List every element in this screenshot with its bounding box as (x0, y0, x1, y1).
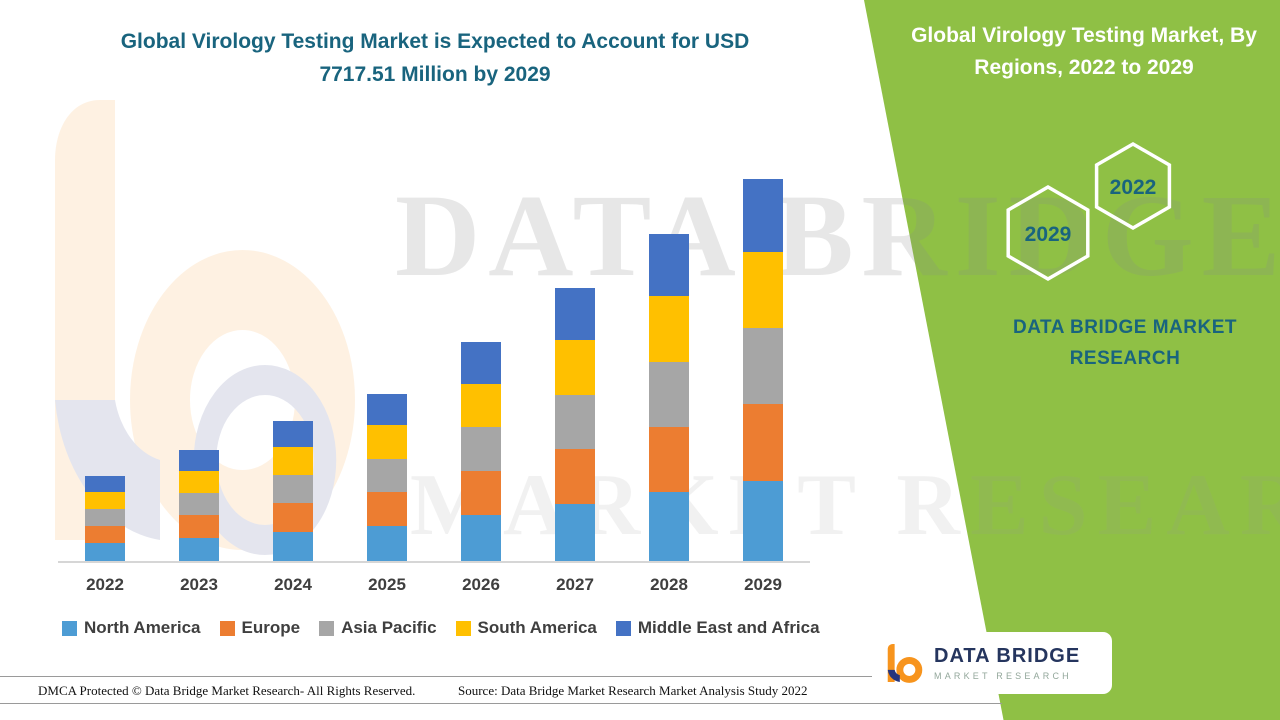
bar-segment-2025-europe (367, 492, 407, 526)
bar-segment-2028-middle-east-and-africa (649, 234, 689, 297)
x-axis-label-2023: 2023 (180, 575, 218, 594)
bar-segment-2029-north-america (743, 480, 783, 561)
right-panel-title: Global Virology Testing Market, By Regio… (911, 24, 1257, 79)
legend-label: Europe (241, 618, 301, 637)
chart-title: Global Virology Testing Market is Expect… (120, 30, 750, 86)
bar-segment-2027-north-america (555, 503, 595, 561)
footer-divider-bottom (0, 703, 1002, 704)
bar-segment-2023-middle-east-and-africa (179, 449, 219, 471)
bar-segment-2022-north-america (85, 543, 125, 561)
legend-swatch-icon (219, 620, 235, 636)
bar-segment-2023-south-america (179, 470, 219, 494)
x-axis-label-2025: 2025 (368, 575, 406, 594)
bar-segment-2029-middle-east-and-africa (743, 178, 783, 252)
bar-segment-2024-europe (273, 503, 313, 532)
x-axis-label-2022: 2022 (86, 575, 124, 594)
bar-segment-2025-middle-east-and-africa (367, 393, 407, 426)
legend-label: Asia Pacific (341, 618, 437, 637)
bar-segment-2026-north-america (461, 515, 501, 561)
bar-segment-2024-south-america (273, 447, 313, 476)
bar-segment-2025-north-america (367, 525, 407, 561)
bar-segment-2029-south-america (743, 251, 783, 328)
bar-2029 (716, 178, 810, 561)
bar-segment-2028-asia-pacific (649, 361, 689, 428)
x-axis-label-2027: 2027 (556, 575, 594, 594)
hexagon-2029-label: 2029 (1025, 223, 1072, 246)
data-bridge-logo-watermark-icon (55, 100, 355, 555)
logo-sub-text: MARKET RESEARCH (934, 671, 1072, 681)
bar-segment-2026-middle-east-and-africa (461, 342, 501, 384)
bar-segment-2025-south-america (367, 425, 407, 459)
bar-segment-2023-europe (179, 515, 219, 538)
bar-segment-2029-europe (743, 404, 783, 481)
legend-swatch-icon (319, 620, 335, 636)
data-bridge-logo-icon (887, 644, 923, 683)
footer-dmca-text: DMCA Protected © Data Bridge Market Rese… (38, 683, 416, 698)
bar-segment-2028-europe (649, 427, 689, 493)
bar-segment-2027-south-america (555, 339, 595, 395)
bar-segment-2022-europe (85, 526, 125, 544)
bar-2027 (528, 288, 622, 561)
bar-segment-2026-europe (461, 471, 501, 515)
x-axis-label-2028: 2028 (650, 575, 688, 594)
bar-2028 (622, 234, 716, 561)
bar-segment-2027-middle-east-and-africa (555, 288, 595, 340)
bar-2022 (58, 475, 152, 561)
hexagon-2029-icon (1006, 184, 1090, 282)
bar-segment-2027-europe (555, 449, 595, 504)
x-axis-label-2024: 2024 (274, 575, 312, 594)
x-axis-labels: 2022 2023 2024 2025 2026 2027 2028 2029 (58, 575, 810, 595)
bar-segment-2028-north-america (649, 492, 689, 561)
x-axis-label-2026: 2026 (462, 575, 500, 594)
bar-segment-2023-asia-pacific (179, 493, 219, 516)
legend: North America Europe Asia Pacific South Ame… (62, 618, 820, 638)
hexagon-2022-icon (1094, 141, 1172, 231)
legend-item-asia-pacific: Asia Pacific (319, 618, 437, 638)
right-panel-brand-text: DATA BRIDGE MARKET RESEARCH (1013, 317, 1237, 370)
x-axis-label-2029: 2029 (744, 575, 782, 594)
legend-item-middle-east-and-africa: Middle East and Africa (615, 618, 820, 638)
bar-segment-2024-asia-pacific (273, 475, 313, 504)
logo-brand-text: DATA BRIDGE (934, 645, 1081, 667)
bar-segment-2029-asia-pacific (743, 327, 783, 405)
legend-label: North America (84, 618, 201, 637)
bar-2023 (152, 449, 246, 561)
hexagon-2022-label: 2022 (1110, 176, 1157, 199)
legend-swatch-icon (615, 620, 631, 636)
bar-segment-2026-south-america (461, 383, 501, 428)
year-hexagon-badges: 2022 2029 (1006, 141, 1172, 282)
bar-2024 (246, 420, 340, 561)
bar-segment-2022-south-america (85, 492, 125, 510)
footer-source-text: Source: Data Bridge Market Research Mark… (458, 683, 808, 698)
plot-area (58, 140, 810, 563)
footer-divider-top (0, 676, 996, 677)
bar-segment-2024-north-america (273, 531, 313, 561)
legend-label: Middle East and Africa (637, 618, 820, 637)
data-bridge-logo-box: DATA BRIDGE MARKET RESEARCH (872, 632, 1112, 694)
legend-label: South America (477, 618, 597, 637)
legend-item-europe: Europe (219, 618, 301, 638)
bar-segment-2024-middle-east-and-africa (273, 420, 313, 448)
bar-segment-2022-asia-pacific (85, 509, 125, 527)
legend-item-south-america: South America (455, 618, 597, 638)
legend-swatch-icon (455, 620, 471, 636)
bar-segment-2026-asia-pacific (461, 427, 501, 472)
bar-2025 (340, 393, 434, 561)
bar-segment-2023-north-america (179, 537, 219, 561)
legend-swatch-icon (62, 620, 77, 636)
watermark-text-data-bridge: DATA BRIDGE (395, 170, 1280, 301)
bar-2026 (434, 342, 528, 561)
bar-segment-2027-asia-pacific (555, 394, 595, 450)
bar-segment-2025-asia-pacific (367, 458, 407, 493)
bar-segment-2022-middle-east-and-africa (85, 475, 125, 493)
legend-item-north-america: North America (62, 618, 201, 638)
bar-segment-2028-south-america (649, 296, 689, 362)
